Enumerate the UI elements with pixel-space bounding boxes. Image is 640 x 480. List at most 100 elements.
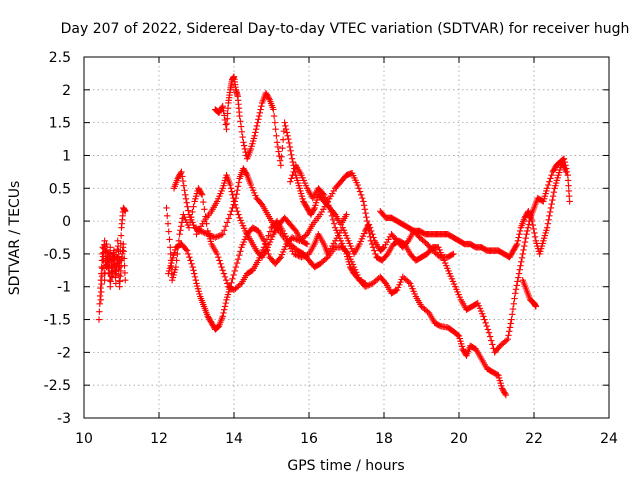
data-point xyxy=(381,278,388,286)
data-point xyxy=(519,250,526,258)
data-point xyxy=(368,227,375,235)
data-point xyxy=(485,329,493,336)
data-point xyxy=(435,252,442,260)
data-point xyxy=(547,204,555,212)
data-point xyxy=(204,231,211,238)
data-point xyxy=(219,103,226,110)
data-point xyxy=(122,208,129,215)
data-point xyxy=(198,190,205,197)
series-E xyxy=(170,165,457,261)
data-point xyxy=(488,337,495,344)
data-point xyxy=(524,224,532,231)
y-tick-label: 2.5 xyxy=(49,50,71,66)
data-point xyxy=(383,252,390,259)
data-point xyxy=(506,324,514,331)
data-point xyxy=(167,244,174,251)
data-point xyxy=(179,177,187,185)
data-point xyxy=(523,231,530,238)
data-point xyxy=(511,295,518,302)
data-point xyxy=(270,106,277,113)
data-point xyxy=(222,223,229,230)
data-point xyxy=(229,191,236,199)
data-point xyxy=(97,284,104,292)
data-point xyxy=(299,253,307,260)
data-point xyxy=(494,371,501,378)
data-point xyxy=(220,309,227,317)
data-point xyxy=(302,252,310,259)
data-point xyxy=(328,212,336,220)
data-point xyxy=(290,168,297,176)
data-point xyxy=(221,273,229,281)
data-point xyxy=(450,250,457,258)
data-point xyxy=(359,194,366,202)
x-tick-label: 20 xyxy=(450,431,468,447)
data-point xyxy=(189,208,196,216)
data-point xyxy=(179,173,186,180)
data-point xyxy=(177,223,185,230)
data-point xyxy=(516,231,523,238)
data-point xyxy=(221,303,229,310)
data-point xyxy=(277,162,285,169)
data-point xyxy=(120,248,127,255)
data-point xyxy=(327,208,334,216)
data-point xyxy=(547,175,554,182)
data-point xyxy=(514,278,521,285)
data-point xyxy=(97,296,105,304)
data-point xyxy=(163,204,170,212)
data-point xyxy=(164,220,172,227)
data-point xyxy=(232,263,240,271)
data-point xyxy=(241,145,249,153)
data-point xyxy=(230,198,238,205)
data-point xyxy=(176,231,183,238)
data-point xyxy=(290,250,298,258)
data-point xyxy=(181,187,188,194)
data-point xyxy=(517,262,524,269)
y-tick-label: 0.5 xyxy=(49,181,71,197)
data-point xyxy=(207,232,214,239)
data-point xyxy=(302,240,310,247)
y-tick-label: 1.5 xyxy=(49,116,71,132)
data-point xyxy=(112,280,120,287)
data-point xyxy=(257,200,265,207)
data-point xyxy=(370,234,377,241)
data-point xyxy=(371,247,378,254)
data-point xyxy=(224,219,231,226)
data-point xyxy=(449,251,456,258)
data-point xyxy=(369,244,377,251)
data-point xyxy=(227,283,234,290)
data-point xyxy=(255,116,262,123)
data-point xyxy=(343,211,350,218)
data-point xyxy=(362,280,369,287)
data-point xyxy=(288,151,295,158)
data-point xyxy=(484,326,492,333)
series-I xyxy=(193,171,311,261)
data-point xyxy=(213,233,220,241)
data-point xyxy=(218,263,225,271)
data-point xyxy=(96,308,103,315)
data-point xyxy=(520,246,527,254)
data-point xyxy=(516,227,524,235)
data-point xyxy=(219,267,226,274)
data-point xyxy=(98,288,105,296)
plot-frame xyxy=(83,56,610,419)
data-point xyxy=(548,200,555,208)
data-point xyxy=(292,251,299,258)
data-point xyxy=(227,181,234,189)
data-point xyxy=(188,260,195,267)
data-point xyxy=(279,136,287,143)
data-point xyxy=(515,234,522,241)
data-point xyxy=(182,191,189,199)
data-point xyxy=(354,181,361,189)
data-point xyxy=(96,300,103,307)
y-tick-label: -2 xyxy=(57,345,71,361)
data-point xyxy=(255,112,263,120)
data-point xyxy=(489,341,496,348)
data-point xyxy=(366,281,373,288)
data-point xyxy=(185,250,192,258)
data-point xyxy=(231,201,239,208)
series-B xyxy=(97,237,129,304)
x-tick-label: 10 xyxy=(75,431,93,447)
data-point xyxy=(287,178,294,185)
data-point xyxy=(227,185,235,192)
data-point xyxy=(240,142,248,149)
